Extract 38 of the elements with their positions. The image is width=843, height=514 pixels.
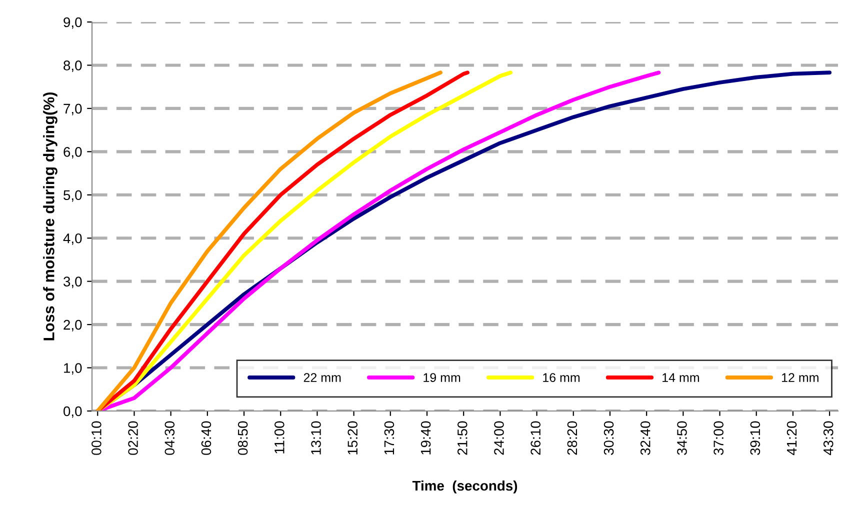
y-tick-label: 7,0 [64, 104, 82, 116]
x-tick-label: 43:30 [823, 421, 834, 456]
x-tick-label: 24:00 [494, 421, 504, 455]
x-tick-label: 26:10 [530, 421, 541, 455]
x-tick-label: 39:10 [750, 421, 760, 455]
legend-label: 14 mm [662, 373, 699, 382]
x-tick-label: 32:40 [640, 421, 650, 455]
x-tick-label: 11:00 [274, 421, 284, 454]
y-tick-label: 9,0 [64, 17, 82, 29]
x-tick-label: 08:50 [238, 421, 248, 455]
x-axis-title: Time (seconds) [412, 480, 518, 494]
x-tick-label: 00:10 [92, 421, 102, 455]
y-tick-label: 3,0 [64, 276, 82, 288]
x-tick-label: 28:20 [567, 421, 578, 455]
legend-label: 16 mm [543, 373, 580, 382]
y-tick-label: 4,0 [63, 233, 82, 245]
y-axis-title: Loss of moisture during drying(%) [43, 92, 58, 340]
legend-label: 19 mm [424, 373, 460, 382]
x-tick-label: 34:50 [677, 421, 687, 455]
legend-label: 12 mm [782, 373, 818, 382]
x-tick-label: 37:00 [714, 421, 724, 455]
y-tick-label: 8,0 [64, 60, 82, 72]
y-tick-label: 5,0 [64, 190, 82, 202]
x-tick-label: 30:30 [604, 421, 614, 455]
y-tick-label: 0,0 [64, 406, 82, 418]
x-tick-label: 04:30 [164, 421, 175, 455]
x-tick-label: 17:30 [384, 421, 394, 454]
x-tick-label: 06:40 [201, 421, 212, 455]
legend-label: 22 mm [304, 373, 341, 382]
x-tick-label: 19:40 [420, 421, 431, 454]
x-tick-label: 41:20 [786, 421, 797, 456]
y-tick-label: 2,0 [64, 320, 82, 332]
x-tick-label: 13:10 [311, 421, 321, 454]
x-tick-label: 21:50 [457, 421, 468, 455]
y-tick-label: 1,0 [64, 363, 82, 375]
y-tick-label: 6,0 [64, 147, 82, 158]
x-tick-label: 02:20 [128, 421, 138, 455]
x-tick-label: 15:20 [348, 421, 358, 454]
